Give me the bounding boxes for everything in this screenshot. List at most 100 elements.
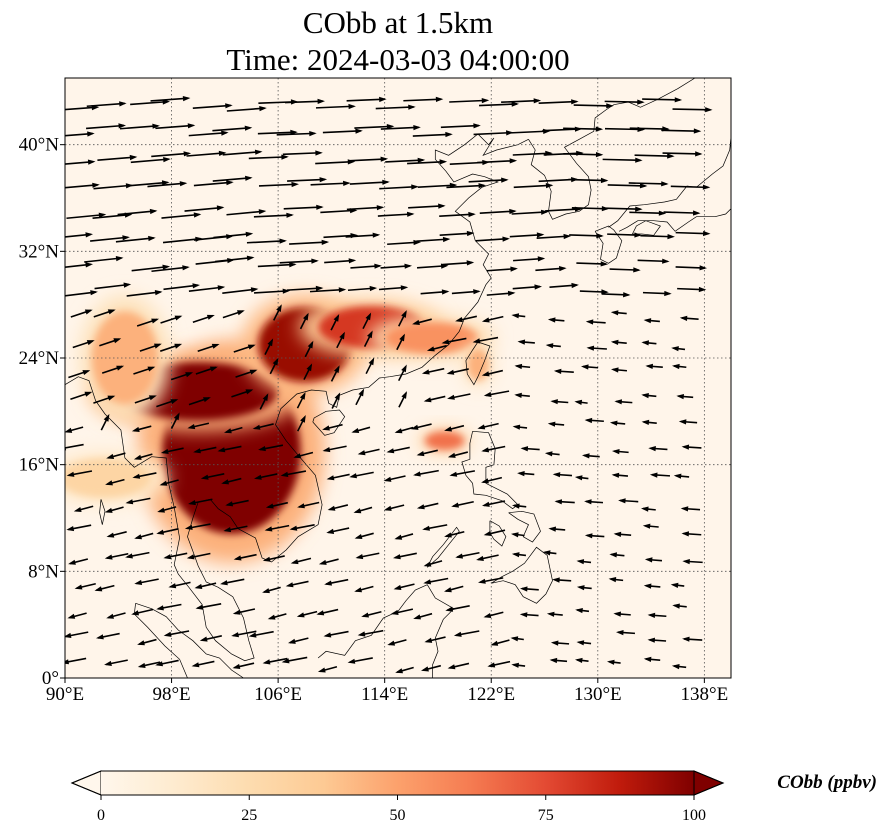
wind-vector [192,314,215,324]
wind-vector [511,209,549,215]
wind-vector [105,478,125,486]
wind-vector [421,664,442,672]
wind-vector [607,659,621,665]
coast-sumatra [135,602,244,678]
wind-vector [387,239,421,246]
wind-vector [609,552,625,558]
wind-vector [357,448,380,456]
wind-vector [73,505,94,512]
wind-vector [354,585,374,593]
wind-vector [550,399,569,405]
wind-vector [131,264,171,272]
wind-vector [226,106,267,112]
wind-vector [281,656,308,664]
wind-vector [642,97,683,103]
wind-vector [582,453,600,459]
wind-vector [354,532,374,539]
wind-vector [134,532,154,540]
wind-vector [264,338,274,355]
wind-vector [150,96,191,102]
wind-vector [129,180,170,187]
wind-vector [477,158,518,164]
y-tick-label: 40°N [19,135,60,156]
wind-vector [283,204,324,210]
wind-vector [439,211,476,218]
wind-vector [671,346,686,352]
wind-vector [99,338,122,347]
wind-vector [552,577,572,583]
wind-vector [65,131,95,137]
wind-vector [65,182,100,189]
wind-vector [416,449,438,457]
wind-vector [681,444,702,450]
wind-vector [412,131,453,138]
wind-vector [449,98,490,104]
wind-vector [509,232,545,238]
wind-vector [446,183,486,189]
wind-vector [296,392,306,409]
wind-vector [403,96,444,102]
wind-vector [549,282,579,289]
wind-vector [258,444,284,452]
wind-vector [398,310,407,327]
wind-vector [94,584,115,592]
wind-vector [643,318,660,324]
wind-vector [303,363,313,380]
wind-vector [549,657,568,664]
wind-vector [322,423,343,431]
wind-vector [147,181,188,188]
wind-vector [68,370,91,379]
wind-vector [672,603,687,609]
colorbar-label: CObb (ppbv) [777,772,877,793]
plume-6 [417,428,472,454]
wind-vector [455,551,480,559]
wind-vector [490,639,510,646]
wind-vector [117,208,158,216]
wind-vector [439,230,475,237]
wind-vector [258,181,299,188]
wind-vector [407,159,448,165]
wind-vector [193,180,234,187]
wind-vector [385,157,426,163]
wind-vector [74,582,96,590]
coast-taiwan [465,341,491,386]
y-axis-ticks: 0° 8°N 16°N 24°N 32°N 40°N [19,135,65,689]
wind-vector [156,528,179,535]
wind-vector [387,639,407,646]
wind-vector [197,343,220,353]
wind-vector [634,153,675,159]
wind-vector [96,632,120,640]
wind-vector [423,395,446,403]
wind-vector [310,180,351,186]
wind-vector [398,391,407,408]
wind-vector [290,557,312,565]
wind-vector [336,331,345,349]
wind-vector [380,263,412,269]
wind-vector [184,205,225,212]
wind-vector [253,288,291,294]
wind-vector [254,473,278,480]
wind-vector [440,123,481,129]
wind-vector [390,608,414,615]
wind-vector [65,426,84,433]
wind-vector [510,636,524,642]
coast-palawan [426,526,460,568]
wind-vector [663,210,701,216]
wind-vector [246,238,287,244]
y-tick-label: 32°N [19,241,60,262]
wind-vector [86,101,127,108]
wind-vector [262,586,281,594]
wind-vector [155,659,179,667]
map-frame [64,77,732,679]
wind-vector [309,287,347,293]
wind-vector [410,423,432,430]
wind-vector [682,559,703,565]
x-axis-ticks: 90°E 98°E 106°E 114°E 122°E 130°E 138°E [46,678,728,705]
wind-vector [160,447,184,454]
wind-vector [575,657,589,663]
wind-vector [628,181,669,187]
wind-vector [386,446,410,454]
wind-vector [679,315,699,321]
wind-vector [478,577,504,584]
wind-vector [613,611,631,617]
